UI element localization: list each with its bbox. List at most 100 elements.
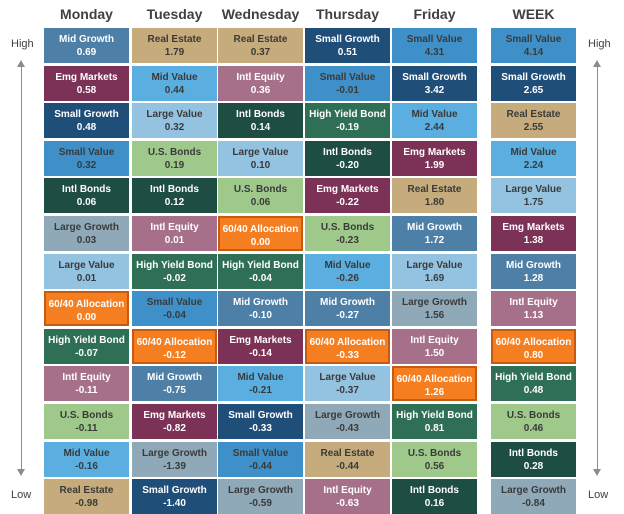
return-cell: High Yield Bond 0.81	[392, 404, 477, 439]
asset-class-label: Small Growth	[501, 71, 566, 83]
asset-class-label: Large Growth	[141, 447, 207, 459]
asset-class-label: U.S. Bonds	[320, 222, 375, 233]
asset-class-label: Mid Value	[63, 447, 110, 459]
asset-class-label: Intl Equity	[410, 334, 459, 346]
asset-class-label: Intl Equity	[509, 297, 558, 309]
return-value-label: -0.23	[336, 235, 359, 246]
column-header-thursday: Thursday	[315, 6, 379, 22]
return-cell: Large Growth 1.56	[392, 291, 477, 327]
return-value-label: -0.02	[163, 272, 186, 284]
return-value-label: -0.10	[249, 310, 272, 322]
return-cell: Small Growth 0.51	[305, 28, 390, 63]
return-value-label: 2.65	[523, 84, 544, 96]
asset-class-label: Large Value	[232, 146, 289, 158]
asset-class-label: Small Value	[406, 34, 463, 45]
return-cell: 60/40 Allocation 0.80	[491, 328, 576, 364]
return-value-label: -0.44	[249, 460, 272, 472]
return-cell: Intl Equity 1.13	[491, 291, 576, 327]
return-cell: Small Value 4.31	[392, 28, 477, 63]
return-value-label: 0.32	[76, 159, 97, 171]
asset-class-label: Emg Markets	[502, 222, 565, 233]
return-value-label: -0.20	[336, 159, 359, 171]
return-value-label: -0.44	[336, 460, 359, 472]
column-header-tuesday: Tuesday	[146, 6, 203, 22]
asset-class-label: Large Growth	[401, 297, 467, 309]
return-value-label: -0.33	[249, 423, 272, 434]
asset-class-label: Real Estate	[407, 184, 462, 196]
asset-class-label: Large Growth	[500, 485, 566, 497]
asset-class-label: High Yield Bond	[495, 372, 572, 384]
asset-class-label: Emg Markets	[55, 71, 118, 83]
return-cell: Emg Markets 1.38	[491, 216, 576, 251]
return-cell: Intl Bonds 0.28	[491, 441, 576, 477]
return-cell: U.S. Bonds 0.06	[218, 178, 303, 214]
return-cell: U.S. Bonds -0.23	[305, 216, 390, 251]
return-value-label: -0.16	[75, 460, 98, 472]
asset-class-label: Intl Bonds	[509, 447, 558, 459]
return-value-label: 0.01	[76, 272, 97, 284]
return-value-label: 0.44	[164, 84, 185, 96]
return-value-label: 1.69	[424, 272, 445, 284]
return-cell: Real Estate 0.37	[218, 28, 303, 63]
asset-class-label: Emg Markets	[403, 146, 466, 158]
asset-class-label: Small Value	[319, 71, 376, 83]
return-cell: Large Growth -1.39	[132, 441, 217, 477]
return-cell: Small Value -0.01	[305, 65, 390, 101]
return-value-label: 1.50	[424, 347, 445, 359]
asset-class-label: High Yield Bond	[136, 259, 213, 271]
return-cell: Large Growth 0.03	[44, 216, 129, 251]
asset-class-label: Small Growth	[402, 71, 467, 83]
asset-class-label: Real Estate	[233, 34, 288, 45]
return-cell: 60/40 Allocation 1.26	[392, 366, 477, 402]
asset-class-label: 60/40 Allocation	[136, 336, 213, 348]
return-cell: High Yield Bond -0.04	[218, 253, 303, 289]
return-cell: Mid Growth 0.69	[44, 28, 129, 63]
return-cell: Large Value 0.01	[44, 253, 129, 289]
return-cell: Large Growth -0.84	[491, 479, 576, 514]
asset-class-label: Real Estate	[506, 109, 561, 121]
return-value-label: 1.28	[523, 272, 544, 284]
return-value-label: 1.80	[424, 197, 445, 209]
asset-class-label: Intl Equity	[62, 372, 111, 384]
return-cell: Mid Value 2.24	[491, 140, 576, 176]
return-value-label: -0.22	[336, 197, 359, 209]
asset-class-label: Mid Value	[151, 71, 198, 83]
return-value-label: 0.48	[76, 122, 97, 134]
asset-class-label: U.S. Bonds	[506, 410, 561, 421]
return-cell: Mid Growth -0.75	[132, 366, 217, 402]
asset-class-label: U.S. Bonds	[407, 447, 462, 459]
return-value-label: 0.36	[250, 84, 271, 96]
return-value-label: -0.19	[336, 122, 359, 134]
return-cell: Real Estate -0.98	[44, 479, 129, 514]
return-cell: Real Estate 1.79	[132, 28, 217, 63]
return-value-label: 0.01	[164, 235, 185, 246]
return-cell: Mid Growth 1.72	[392, 216, 477, 251]
return-value-label: 2.44	[424, 122, 445, 134]
asset-class-label: Intl Equity	[236, 71, 285, 83]
return-value-label: -0.84	[522, 498, 545, 510]
asset-class-label: Mid Value	[411, 109, 458, 121]
return-cell: Small Growth 3.42	[392, 65, 477, 101]
asset-class-label: Small Value	[146, 297, 203, 309]
arrow-shaft-right	[597, 66, 598, 470]
asset-class-label: Mid Growth	[320, 297, 375, 309]
arrow-down-icon-right	[593, 469, 601, 476]
return-cell: Mid Growth -0.10	[218, 291, 303, 327]
asset-class-label: 60/40 Allocation	[309, 336, 386, 348]
asset-class-label: Intl Bonds	[323, 146, 372, 158]
return-value-label: 0.32	[164, 122, 185, 134]
return-cell: Mid Growth 1.28	[491, 253, 576, 289]
return-value-label: 0.12	[164, 197, 185, 209]
return-value-label: 3.42	[424, 84, 445, 96]
asset-class-label: Intl Bonds	[410, 485, 459, 497]
asset-class-label: Large Value	[319, 372, 376, 384]
return-cell: Real Estate 1.80	[392, 178, 477, 214]
return-cell: Emg Markets -0.82	[132, 404, 217, 439]
return-cell: Mid Value -0.21	[218, 366, 303, 402]
asset-class-label: Mid Growth	[506, 259, 561, 271]
return-cell: Mid Value 2.44	[392, 103, 477, 139]
return-cell: 60/40 Allocation 0.00	[44, 291, 129, 327]
return-cell: Emg Markets 0.58	[44, 65, 129, 101]
return-value-label: -1.39	[163, 460, 186, 472]
